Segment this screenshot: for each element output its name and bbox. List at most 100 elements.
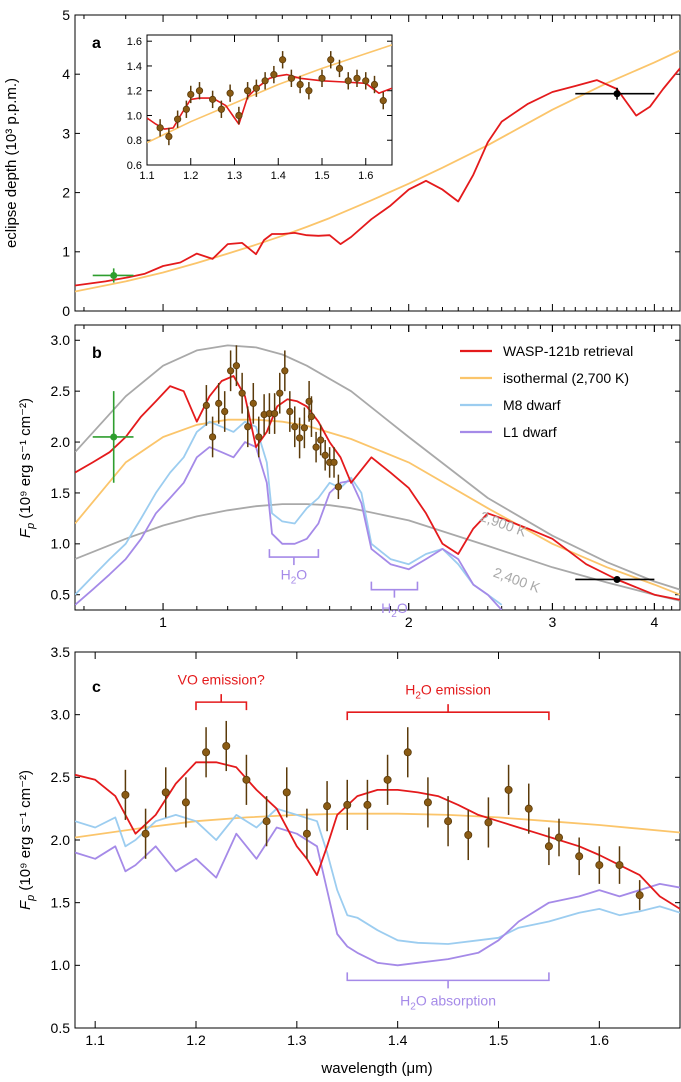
- data-point: [300, 424, 308, 432]
- data-point: [353, 74, 361, 82]
- data-point: [161, 788, 170, 797]
- data-point: [195, 87, 204, 95]
- data-point: [423, 798, 432, 807]
- panel-c: c Fp (10⁹ erg s⁻¹ cm⁻²) wavelength (μm) …: [17, 644, 681, 1077]
- y-tick-label: 1.0: [127, 110, 142, 122]
- data-point: [208, 433, 217, 441]
- series-l1: [75, 826, 680, 967]
- data-point: [227, 367, 235, 375]
- panel-a: a eclipse depth (10³ p.p.m.) 0 1 2 3 4 5: [3, 7, 681, 319]
- data-point: [221, 407, 229, 416]
- data-point: [249, 399, 257, 407]
- annotation-label-rest: O: [397, 600, 408, 616]
- data-point: [343, 800, 352, 809]
- data-point: [181, 798, 190, 807]
- data-point: [615, 861, 624, 870]
- panel-b-legend: WASP-121b retrieval isothermal (2,700 K) M…: [460, 343, 633, 440]
- y-tick-label: 1: [62, 244, 70, 260]
- series-retrieval: [75, 375, 680, 601]
- annotation-bracket: [346, 711, 550, 721]
- series-m8: [75, 420, 503, 606]
- data-point: [327, 56, 335, 64]
- x-tick-label: 1.3: [227, 170, 242, 182]
- x-tick-label: 1.1: [139, 170, 154, 182]
- data-point: [403, 748, 412, 757]
- annotation-label-main: H: [381, 600, 391, 616]
- panel-c-axes: 0.5 1.0 1.5 2.0 2.5 3.0 3.5 1.1 1.2 1.3 1.4 1.5 1.6: [51, 644, 680, 1048]
- data-point: [121, 790, 130, 799]
- data-point: [484, 818, 493, 827]
- panel-c-points: [121, 720, 644, 911]
- annotation-label-rest: O emission: [421, 682, 491, 698]
- data-point: [287, 74, 295, 82]
- data-point: [504, 785, 513, 794]
- x-tick-label: 3: [549, 614, 557, 630]
- data-point: [262, 817, 271, 826]
- panel-b-y-axis-symbol: F: [17, 528, 34, 538]
- data-point: [575, 852, 584, 861]
- panel-c-y-axis-unit: (10⁹ erg s⁻¹ cm⁻²): [17, 770, 34, 895]
- data-point: [276, 389, 284, 397]
- annotation-label: H2O: [381, 600, 408, 620]
- data-point: [524, 804, 533, 813]
- y-tick-label: 4: [62, 66, 70, 82]
- data-point: [544, 842, 553, 851]
- x-tick-label: 1.5: [489, 1032, 509, 1048]
- series-bb_2900: [75, 344, 680, 591]
- panel-a-y-axis-label: eclipse depth (10³ p.p.m.): [3, 78, 20, 248]
- x-tick-label: 1.1: [85, 1032, 105, 1048]
- panel-c-curves: [75, 761, 680, 967]
- annotation-label-rest: O: [296, 566, 307, 582]
- annotation-label-sub: 2: [291, 575, 297, 586]
- data-point: [255, 433, 263, 441]
- data-point: [296, 80, 304, 89]
- data-point: [187, 90, 195, 99]
- data-point: [282, 788, 291, 797]
- data-point: [279, 56, 287, 64]
- y-tick-label: 3: [62, 125, 70, 141]
- annotation-label-sub: 2: [415, 691, 421, 702]
- x-tick-label: 4: [650, 614, 658, 630]
- data-point: [302, 829, 311, 838]
- data-point: [222, 742, 231, 751]
- data-point: [464, 830, 473, 839]
- data-point: [370, 80, 379, 89]
- inset-axes: 0.6 0.8 1.0 1.2 1.4 1.6 1.1 1.2 1.3 1.4 1.5 1.6: [127, 35, 392, 182]
- panel-b-y-axis-unit: (10⁹ erg s⁻¹ cm⁻²): [17, 398, 34, 523]
- series-retrieval: [75, 67, 680, 287]
- y-tick-label: 1.2: [127, 86, 142, 98]
- panel-c-y-axis-subscript: p: [25, 895, 37, 902]
- x-tick-label: 1.2: [183, 170, 198, 182]
- data-point: [242, 775, 251, 784]
- panel-b-label: b: [92, 345, 102, 362]
- annotation-label-main: VO emission?: [178, 672, 265, 688]
- series-l1: [75, 441, 503, 610]
- data-point: [209, 95, 217, 103]
- data-point: [235, 111, 243, 120]
- data-point: [244, 423, 252, 431]
- data-point: [232, 362, 241, 370]
- data-point: [295, 434, 304, 442]
- panel-c-frame: [74, 651, 681, 1029]
- y-tick-label: 0.5: [51, 1020, 71, 1036]
- annotation-label: H2O emission: [405, 682, 491, 702]
- data-point: [444, 817, 453, 826]
- panel-b-points: [92, 345, 655, 583]
- annotation-bracket: [195, 701, 248, 711]
- panel-c-y-axis-label: Fp (10⁹ erg s⁻¹ cm⁻²): [17, 770, 37, 910]
- legend-label-m8: M8 dwarf: [503, 397, 561, 413]
- y-tick-label: 1.0: [51, 957, 71, 973]
- data-point: [318, 74, 326, 82]
- panel-a-inset: 0.6 0.8 1.0 1.2 1.4 1.6 1.1 1.2 1.3 1.4 1.5 1.6: [127, 34, 393, 182]
- data-point: [252, 84, 260, 92]
- series-bb_2400: [75, 503, 680, 602]
- annotation-bracket: [346, 972, 550, 982]
- data-point: [555, 833, 564, 842]
- panel-a-label: a: [92, 35, 101, 52]
- panel-b-y-axis-subscript: p: [25, 523, 37, 530]
- panel-c-y-axis-symbol: F: [17, 900, 34, 910]
- y-tick-label: 3.0: [51, 707, 71, 723]
